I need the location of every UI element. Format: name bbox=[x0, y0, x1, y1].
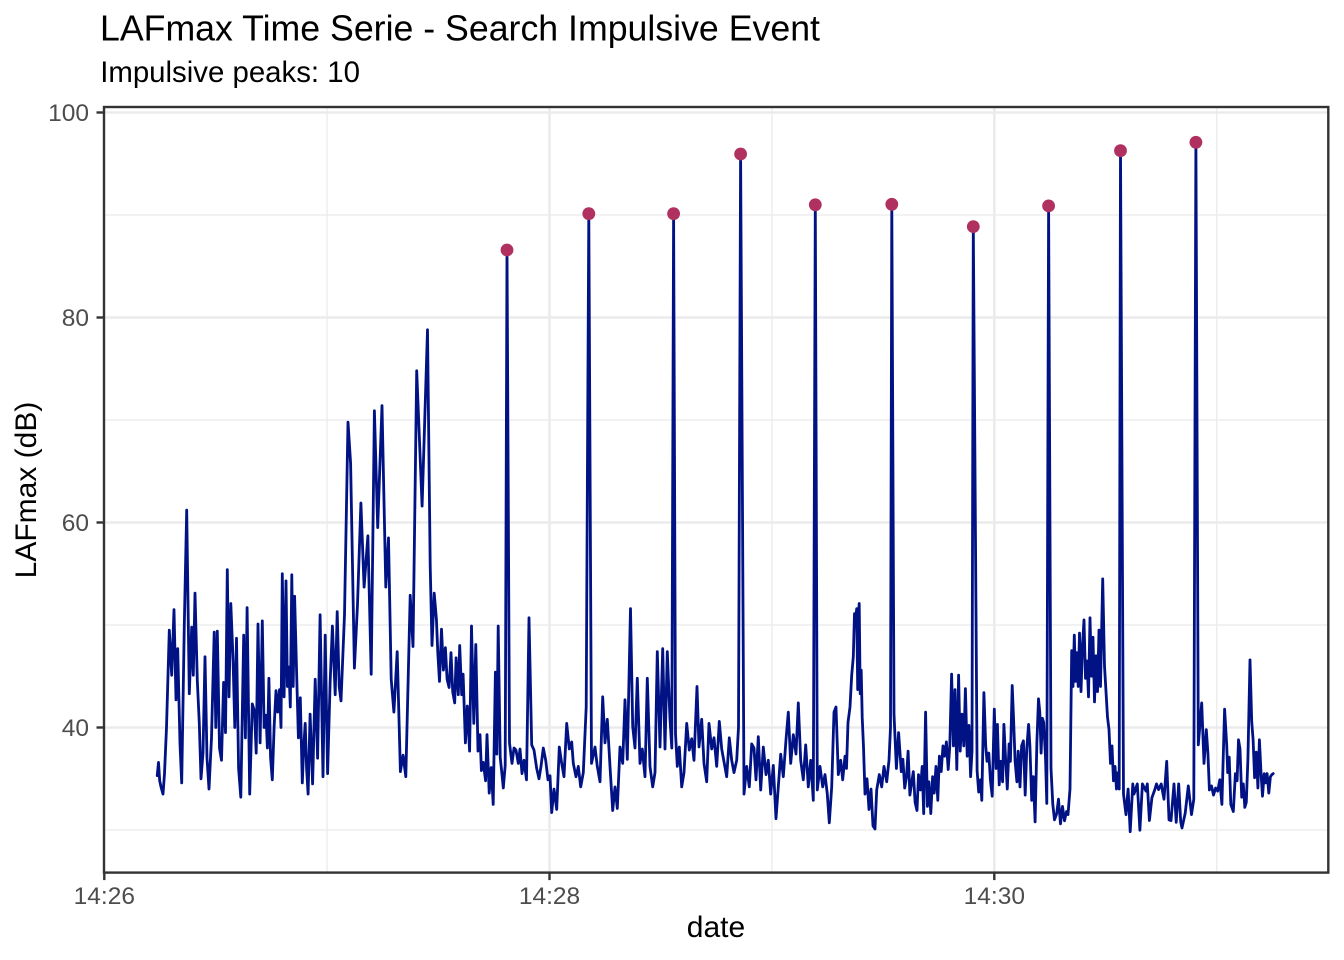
svg-text:14:26: 14:26 bbox=[74, 883, 135, 910]
svg-text:60: 60 bbox=[62, 510, 89, 537]
svg-text:date: date bbox=[687, 911, 745, 944]
svg-text:Impulsive peaks: 10: Impulsive peaks: 10 bbox=[100, 56, 360, 89]
svg-text:14:28: 14:28 bbox=[519, 883, 580, 910]
svg-text:14:30: 14:30 bbox=[964, 883, 1025, 910]
svg-text:LAFmax (dB): LAFmax (dB) bbox=[10, 402, 43, 579]
svg-text:LAFmax Time Serie - Search Imp: LAFmax Time Serie - Search Impulsive Eve… bbox=[100, 9, 820, 49]
svg-text:100: 100 bbox=[48, 100, 89, 127]
svg-text:40: 40 bbox=[62, 715, 89, 742]
svg-text:80: 80 bbox=[62, 305, 89, 332]
